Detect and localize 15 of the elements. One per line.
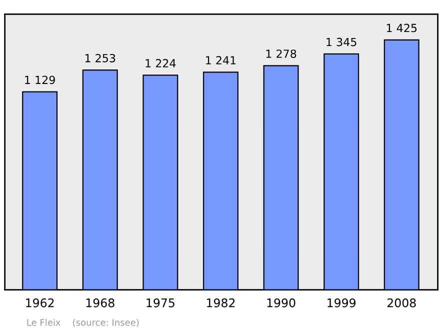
data-label: 1 425: [386, 24, 417, 32]
x-tick-label: 1968: [86, 298, 114, 308]
x-tick-label: 1982: [206, 298, 235, 308]
x-tick-label: 1990: [267, 298, 296, 308]
x-tick-label: 1975: [146, 298, 174, 308]
data-label: 1 224: [146, 59, 176, 68]
x-tick-label: 2008: [387, 298, 416, 308]
data-label: 1 241: [206, 56, 236, 64]
data-label: 1 345: [326, 38, 356, 46]
x-tick-label: 1999: [328, 298, 356, 308]
x-tick-label: 1962: [26, 298, 54, 308]
text: Le Fleix (source: Insee): [27, 318, 139, 327]
data-label: 1 253: [85, 54, 116, 62]
data-label: 1 129: [25, 76, 55, 84]
data-label: 1 278: [266, 50, 296, 58]
